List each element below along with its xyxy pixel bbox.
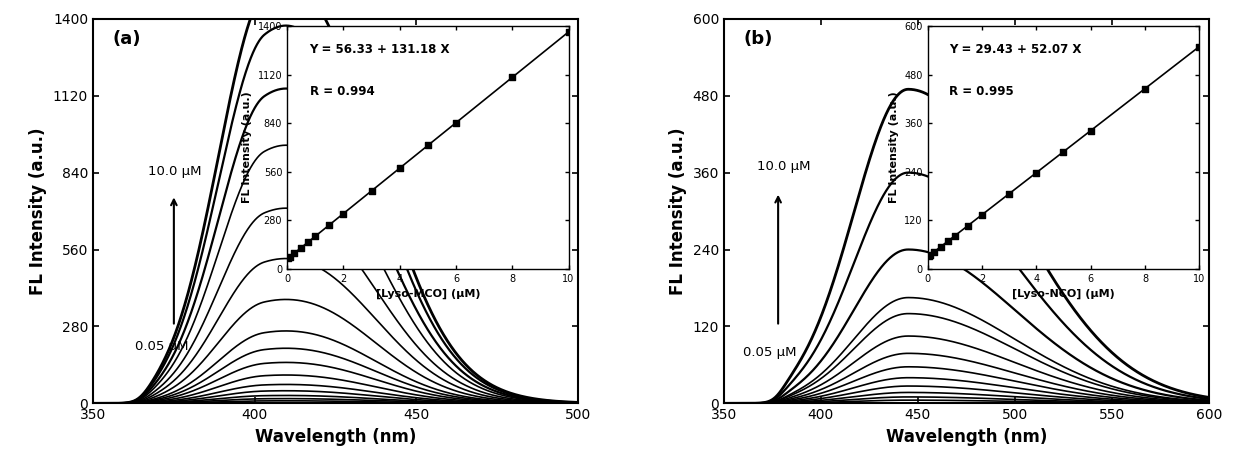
X-axis label: Wavelength (nm): Wavelength (nm) — [255, 428, 417, 446]
Y-axis label: FL Intensity (a.u.): FL Intensity (a.u.) — [670, 127, 687, 295]
Text: (b): (b) — [743, 30, 773, 48]
Text: 10.0 μM: 10.0 μM — [756, 159, 810, 173]
Text: 10.0 μM: 10.0 μM — [148, 165, 201, 178]
Y-axis label: FL Intensity (a.u.): FL Intensity (a.u.) — [30, 127, 47, 295]
Text: (a): (a) — [113, 30, 141, 48]
Text: 0.05 μM: 0.05 μM — [135, 340, 188, 353]
X-axis label: Wavelength (nm): Wavelength (nm) — [885, 428, 1047, 446]
Text: 0.05 μM: 0.05 μM — [743, 346, 796, 359]
